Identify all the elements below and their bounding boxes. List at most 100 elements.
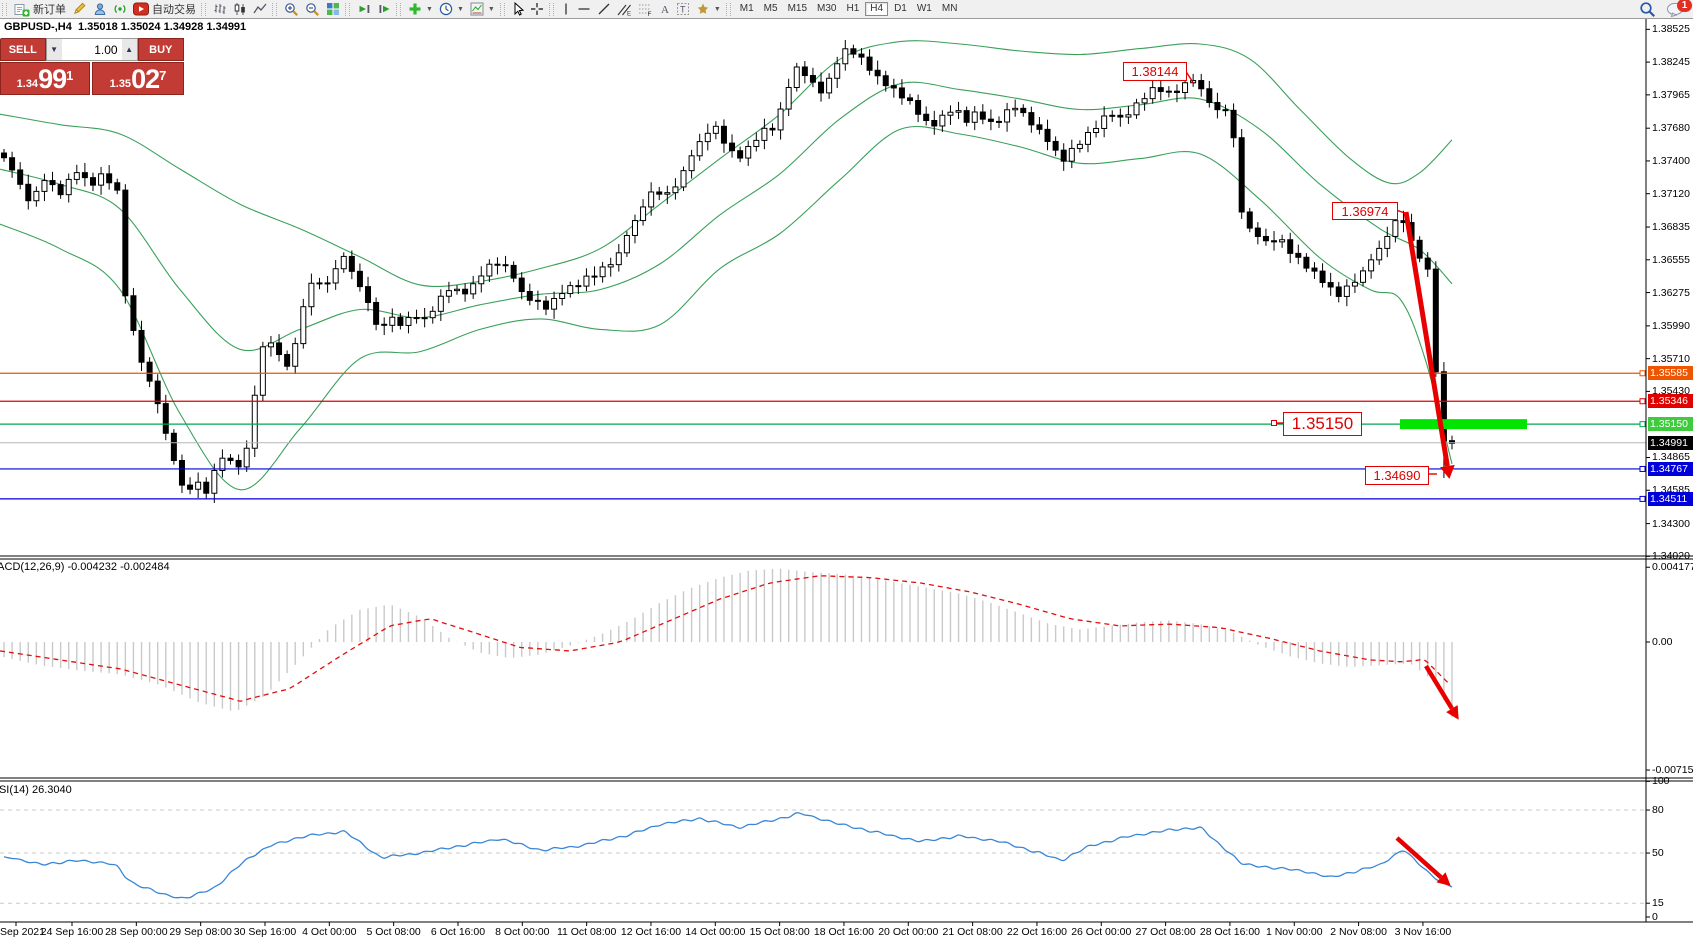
rsi-tick-label: 0 xyxy=(1652,911,1658,923)
trendline-icon xyxy=(597,2,611,16)
zoom-out-icon xyxy=(305,2,320,17)
time-axis-label: 11 Oct 08:00 xyxy=(556,926,617,938)
zoom-out-button[interactable] xyxy=(302,1,323,17)
new-order-button[interactable]: 新订单 xyxy=(11,1,69,17)
price-tick-label: 1.34300 xyxy=(1652,517,1690,530)
line-chart-button[interactable] xyxy=(250,1,270,17)
time-axis-label: 20 Oct 00:00 xyxy=(878,926,939,938)
time-axis-label: Sep 2021 xyxy=(0,926,45,938)
templates-button[interactable]: ▼ xyxy=(467,1,498,17)
toolbar-group-grip xyxy=(725,2,731,16)
volume-up-button[interactable]: ▲ xyxy=(121,39,137,60)
label-button[interactable]: T xyxy=(673,1,693,17)
crosshair-button[interactable] xyxy=(527,1,547,17)
timeframe-h4-button[interactable]: H4 xyxy=(865,2,889,16)
indicators-icon xyxy=(408,2,422,16)
price-tick-label: 1.38245 xyxy=(1652,56,1690,69)
time-axis-label: 22 Oct 16:00 xyxy=(1006,926,1067,938)
channel-button[interactable]: E xyxy=(614,1,635,17)
rsi-indicator-label: RSI(14) 26.3040 xyxy=(0,784,72,796)
sell-price-tile[interactable]: 1.34 99 1 xyxy=(0,62,90,95)
autotrading-button[interactable]: 自动交易 xyxy=(130,1,199,17)
arrow-shaft xyxy=(1395,836,1443,880)
community-button[interactable] xyxy=(90,1,110,17)
chart-ohlc-header: GBPUSD-,H4 1.35018 1.35024 1.34928 1.349… xyxy=(4,21,247,33)
cursor-button[interactable] xyxy=(509,1,527,17)
rsi-tick-label: 15 xyxy=(1652,897,1664,910)
styler-button[interactable] xyxy=(69,1,90,17)
time-axis-label: 1 Nov 00:00 xyxy=(1265,926,1323,938)
price-tick-label: 1.36835 xyxy=(1652,221,1690,234)
price-tick-label: 1.35990 xyxy=(1652,319,1690,332)
hline-anchor-square xyxy=(1639,495,1646,502)
hline-anchor-square xyxy=(1639,465,1646,472)
periods-icon xyxy=(439,2,453,16)
buy-button[interactable]: BUY xyxy=(137,38,184,61)
timeframe-m1-button[interactable]: M1 xyxy=(739,3,754,14)
time-axis-label: 5 Oct 08:00 xyxy=(366,926,421,938)
hline-anchor-square xyxy=(1639,370,1646,377)
auto-scroll-button[interactable] xyxy=(354,1,374,17)
bb-lower-line xyxy=(0,125,1453,491)
buy-price-tile[interactable]: 1.35 02 7 xyxy=(92,62,184,95)
time-axis-label: 26 Oct 00:00 xyxy=(1071,926,1132,938)
time-axis-label: 6 Oct 16:00 xyxy=(430,926,486,938)
price-tick-label: 1.36275 xyxy=(1652,286,1690,299)
arrow-head xyxy=(1446,705,1459,720)
timeframe-m30-button[interactable]: M30 xyxy=(817,3,837,14)
periods-button[interactable]: ▼ xyxy=(436,1,467,17)
time-axis-label: 4 Oct 00:00 xyxy=(302,926,357,938)
hline-anchor-square xyxy=(1639,421,1646,428)
volume-input[interactable] xyxy=(61,39,122,60)
fibonacci-button[interactable]: F xyxy=(635,1,656,17)
search-icon[interactable] xyxy=(1639,1,1656,21)
time-axis-label: 28 Oct 16:00 xyxy=(1199,926,1260,938)
hline-button[interactable] xyxy=(574,1,594,17)
templates-icon xyxy=(470,2,484,16)
indicators-button[interactable]: ▼ xyxy=(405,1,436,17)
volume-down-button[interactable]: ▼ xyxy=(46,39,62,60)
signals-button[interactable] xyxy=(110,1,130,17)
auto-scroll-icon xyxy=(357,2,371,16)
timeframe-w1-button[interactable]: W1 xyxy=(916,3,932,14)
timeframe-h1-button[interactable]: H1 xyxy=(846,3,860,14)
price-tag-1.36974[interactable]: 1.36974 xyxy=(1332,202,1398,220)
toolbar-group-grip xyxy=(272,2,277,16)
timeframe-mn-button[interactable]: MN xyxy=(941,3,958,14)
zoom-in-icon xyxy=(284,2,299,17)
zoom-in-button[interactable] xyxy=(281,1,302,17)
rsi-tick-label: 50 xyxy=(1652,847,1664,860)
red-trend-arrows[interactable] xyxy=(1395,211,1459,886)
new-order-icon xyxy=(14,2,30,17)
chart-shift-button[interactable] xyxy=(374,1,394,17)
tile-windows-button[interactable] xyxy=(323,1,343,17)
vline-button[interactable] xyxy=(558,1,574,17)
price-tag-1.38144[interactable]: 1.38144 xyxy=(1123,62,1187,81)
chat-icon[interactable]: 1 xyxy=(1666,0,1692,21)
price-tag-1.34690[interactable]: 1.34690 xyxy=(1365,466,1429,485)
time-axis-label: 18 Oct 16:00 xyxy=(813,926,875,938)
macd-tick-label: 0.00 xyxy=(1652,636,1673,648)
bar-chart-button[interactable] xyxy=(210,1,230,17)
svg-text:A: A xyxy=(661,4,669,16)
price-tick-label: 1.37120 xyxy=(1652,187,1690,200)
shapes-icon xyxy=(696,2,710,16)
time-axis-label: 21 Oct 08:00 xyxy=(942,926,1003,938)
candlestick-chart-button[interactable] xyxy=(230,1,250,17)
trendline-button[interactable] xyxy=(594,1,614,17)
green-highlight-bar[interactable] xyxy=(1400,419,1527,430)
price-tag-1.35150[interactable]: 1.35150 xyxy=(1283,412,1362,436)
chevron-down-icon: ▼ xyxy=(456,5,464,13)
vline-icon xyxy=(561,2,571,16)
signals-icon xyxy=(113,2,127,16)
price-line-label-1.34511: 1.34511 xyxy=(1648,491,1693,506)
shapes-button[interactable]: ▼ xyxy=(693,1,724,17)
timeframe-m5-button[interactable]: M5 xyxy=(763,3,778,14)
text-button[interactable]: A xyxy=(656,1,673,17)
sell-button[interactable]: SELL xyxy=(0,38,46,61)
bollinger-bands xyxy=(0,40,1453,491)
timeframe-m15-button[interactable]: M15 xyxy=(787,3,808,14)
timeframe-d1-button[interactable]: D1 xyxy=(894,3,907,14)
